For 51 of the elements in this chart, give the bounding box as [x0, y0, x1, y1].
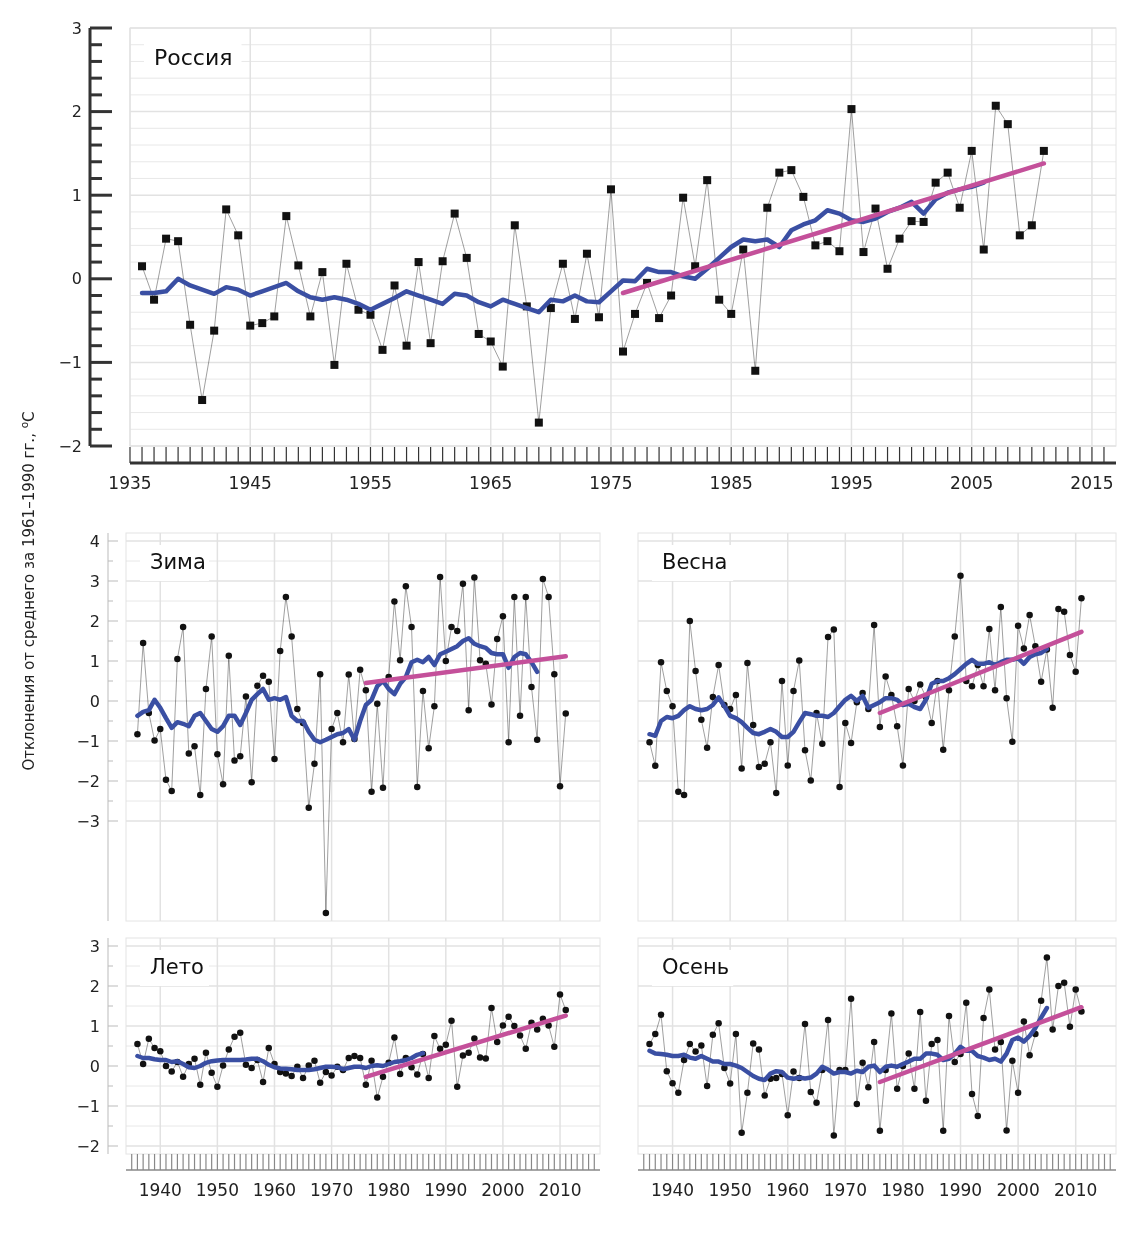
y-tick-label: 3 [89, 936, 100, 956]
x-tick-label: 1940 [138, 1180, 182, 1200]
x-tick-label: 1935 [108, 473, 152, 493]
x-tick-label: 2015 [1070, 473, 1114, 493]
x-tick-label: 1990 [424, 1180, 468, 1200]
y-tick-label: −2 [58, 436, 82, 456]
y-tick-label: −2 [76, 771, 100, 791]
y-tick-label: 1 [71, 185, 82, 205]
x-tick-label: 1980 [367, 1180, 411, 1200]
text: Лето [150, 955, 204, 979]
x-tick-label: 1955 [348, 473, 393, 493]
text: Осень [662, 955, 730, 979]
y-tick-label: 2 [89, 976, 100, 996]
x-tick-label: 1970 [823, 1180, 867, 1200]
text: Весна [662, 550, 728, 574]
y-tick-label: −3 [76, 811, 100, 831]
x-tick-label: 1960 [252, 1180, 297, 1200]
y-tick-label: 4 [89, 531, 100, 551]
x-tick-label: 1950 [708, 1180, 752, 1200]
text: Россия [154, 45, 233, 70]
y-tick-label: 3 [89, 571, 100, 591]
y-tick-label: −1 [76, 1096, 100, 1116]
x-tick-label: 1945 [228, 473, 272, 493]
x-tick-label: 2005 [950, 473, 994, 493]
y-tick-label: 2 [89, 611, 100, 631]
x-tick-label: 1985 [709, 473, 753, 493]
x-tick-label: 2010 [538, 1180, 582, 1200]
y-tick-label: 2 [71, 102, 82, 122]
x-tick-label: 1980 [881, 1180, 925, 1200]
y-tick-label: −2 [76, 1136, 100, 1156]
x-tick-label: 1995 [829, 473, 874, 493]
y-tick-label: −1 [76, 731, 100, 751]
y-tick-label: 0 [89, 1056, 100, 1076]
x-tick-label: 1950 [195, 1180, 240, 1200]
y-tick-label: 1 [89, 651, 100, 671]
x-tick-label: 2000 [996, 1180, 1040, 1200]
y-tick-label: 0 [71, 269, 82, 289]
y-tick-label: 1 [89, 1016, 100, 1036]
x-tick-label: 1940 [650, 1180, 695, 1200]
x-tick-label: 2010 [1054, 1180, 1098, 1200]
x-tick-label: 1965 [469, 473, 513, 493]
text: Зима [150, 550, 206, 574]
y-tick-label: 3 [71, 18, 82, 38]
x-tick-label: 1960 [766, 1180, 810, 1200]
line-series [135, 635, 540, 745]
x-tick-label: 1975 [589, 473, 633, 493]
x-tick-label: 1970 [309, 1180, 354, 1200]
x-tick-label: 1990 [938, 1180, 983, 1200]
x-tick-label: 2000 [481, 1180, 525, 1200]
y-tick-label: −1 [58, 353, 82, 372]
y-tick-label: 0 [89, 691, 100, 711]
